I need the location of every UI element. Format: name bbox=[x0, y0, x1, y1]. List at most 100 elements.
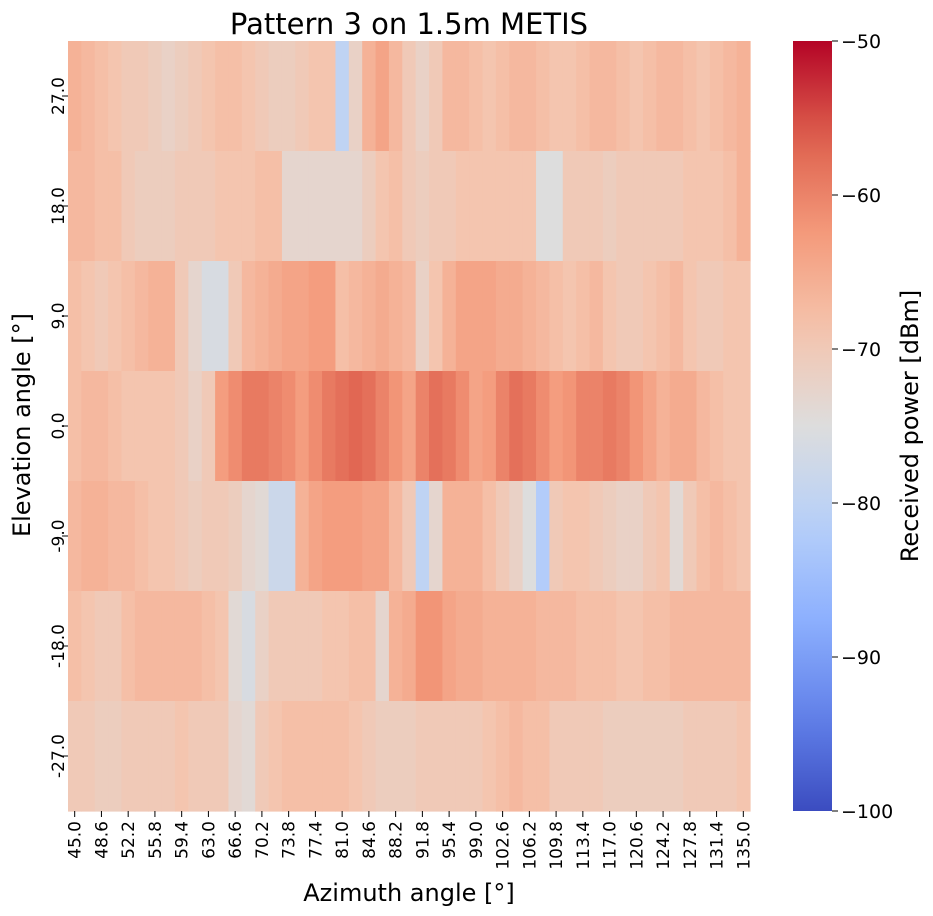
heatmap-cell bbox=[482, 701, 497, 812]
heatmap-cell bbox=[388, 371, 403, 482]
heatmap-cell bbox=[576, 151, 591, 262]
heatmap-cell bbox=[188, 261, 203, 372]
heatmap-cell bbox=[81, 701, 96, 812]
heatmap-cell bbox=[656, 151, 671, 262]
heatmap-cell bbox=[696, 41, 711, 152]
heatmap-cell bbox=[81, 371, 96, 482]
heatmap-cell bbox=[696, 591, 711, 702]
heatmap-cell bbox=[134, 701, 149, 812]
heatmap-cell bbox=[335, 261, 350, 372]
heatmap-cell bbox=[736, 371, 751, 482]
x-tick-label: 59.4 bbox=[173, 821, 193, 859]
heatmap-cell bbox=[669, 481, 684, 592]
heatmap-cell bbox=[683, 261, 698, 372]
heatmap-cell bbox=[295, 151, 310, 262]
heatmap-cell bbox=[94, 701, 109, 812]
heatmap-cell bbox=[134, 371, 149, 482]
heatmap-cell bbox=[388, 481, 403, 592]
heatmap-cell bbox=[161, 261, 176, 372]
heatmap-cell bbox=[562, 261, 577, 372]
heatmap-cell bbox=[228, 41, 243, 152]
colorbar-label: Received power [dBm] bbox=[896, 290, 924, 562]
heatmap-cell bbox=[161, 371, 176, 482]
heatmap-cell bbox=[576, 701, 591, 812]
colorbar-tick-label: −80 bbox=[841, 493, 881, 515]
heatmap-cell bbox=[201, 481, 216, 592]
heatmap-cell bbox=[94, 481, 109, 592]
heatmap-cell bbox=[709, 591, 724, 702]
heatmap-cell bbox=[201, 41, 216, 152]
heatmap-cell bbox=[215, 371, 230, 482]
heatmap-cell bbox=[362, 701, 377, 812]
heatmap-cell bbox=[241, 41, 256, 152]
heatmap-cell bbox=[388, 591, 403, 702]
heatmap-cell bbox=[549, 371, 564, 482]
heatmap-cell bbox=[388, 701, 403, 812]
heatmap-cell bbox=[68, 591, 82, 702]
heatmap-cell bbox=[148, 371, 163, 482]
colorbar-tick-label: −50 bbox=[841, 31, 881, 53]
heatmap-cell bbox=[375, 701, 390, 812]
heatmap-cell bbox=[68, 41, 82, 152]
heatmap-cell bbox=[736, 261, 751, 372]
colorbar-tick-label: −100 bbox=[841, 801, 893, 823]
heatmap-cell bbox=[429, 591, 444, 702]
heatmap-cell bbox=[696, 371, 711, 482]
heatmap-cell bbox=[281, 261, 296, 372]
heatmap-cell bbox=[616, 151, 631, 262]
heatmap-cell bbox=[174, 41, 189, 152]
x-tick-label: 95.4 bbox=[440, 821, 460, 859]
heatmap-cell bbox=[522, 41, 537, 152]
heatmap-cell bbox=[281, 151, 296, 262]
heatmap-cell bbox=[522, 261, 537, 372]
heatmap-cell bbox=[415, 591, 430, 702]
heatmap-cell bbox=[696, 701, 711, 812]
heatmap-cell bbox=[121, 151, 136, 262]
heatmap-cell bbox=[255, 591, 270, 702]
heatmap-cell bbox=[643, 481, 657, 592]
heatmap-cell bbox=[375, 151, 390, 262]
heatmap-cell bbox=[442, 261, 457, 372]
heatmap-cell bbox=[589, 701, 604, 812]
heatmap-cell bbox=[348, 261, 363, 372]
heatmap-cell bbox=[683, 371, 698, 482]
heatmap-cell bbox=[415, 701, 430, 812]
heatmap-cell bbox=[429, 481, 444, 592]
heatmap-cell bbox=[469, 481, 484, 592]
heatmap-cell bbox=[589, 371, 604, 482]
heatmap-cell bbox=[442, 151, 457, 262]
heatmap-cell bbox=[536, 41, 551, 152]
heatmap-cell bbox=[295, 701, 310, 812]
heatmap-cell bbox=[108, 371, 123, 482]
heatmap-cell bbox=[241, 591, 256, 702]
heatmap-cell bbox=[522, 371, 537, 482]
heatmap-cell bbox=[509, 591, 524, 702]
heatmap-cell bbox=[455, 371, 470, 482]
heatmap-cell bbox=[495, 371, 510, 482]
heatmap-cell bbox=[455, 41, 470, 152]
heatmap-cell bbox=[134, 261, 149, 372]
heatmap-cell bbox=[255, 371, 270, 482]
heatmap-cell bbox=[723, 151, 738, 262]
heatmap-cell bbox=[683, 41, 698, 152]
heatmap-cells bbox=[68, 41, 751, 812]
x-tick-label: 77.4 bbox=[306, 821, 326, 859]
heatmap-cell bbox=[268, 591, 283, 702]
y-tick-label: -18.0 bbox=[49, 624, 69, 668]
heatmap-cell bbox=[709, 41, 724, 152]
heatmap-cell bbox=[576, 371, 591, 482]
heatmap-cell bbox=[683, 701, 698, 812]
heatmap-cell bbox=[469, 591, 484, 702]
heatmap-cell bbox=[442, 701, 457, 812]
heatmap-cell bbox=[134, 591, 149, 702]
heatmap-cell bbox=[121, 481, 136, 592]
heatmap-cell bbox=[108, 481, 123, 592]
heatmap-cell bbox=[602, 151, 617, 262]
heatmap-cell bbox=[736, 151, 751, 262]
x-tick-label: 135.0 bbox=[734, 821, 754, 870]
heatmap-cell bbox=[482, 371, 497, 482]
heatmap-cell bbox=[94, 151, 109, 262]
heatmap-cell bbox=[228, 701, 243, 812]
heatmap-cell bbox=[455, 261, 470, 372]
x-tick-label: 113.4 bbox=[574, 821, 594, 870]
